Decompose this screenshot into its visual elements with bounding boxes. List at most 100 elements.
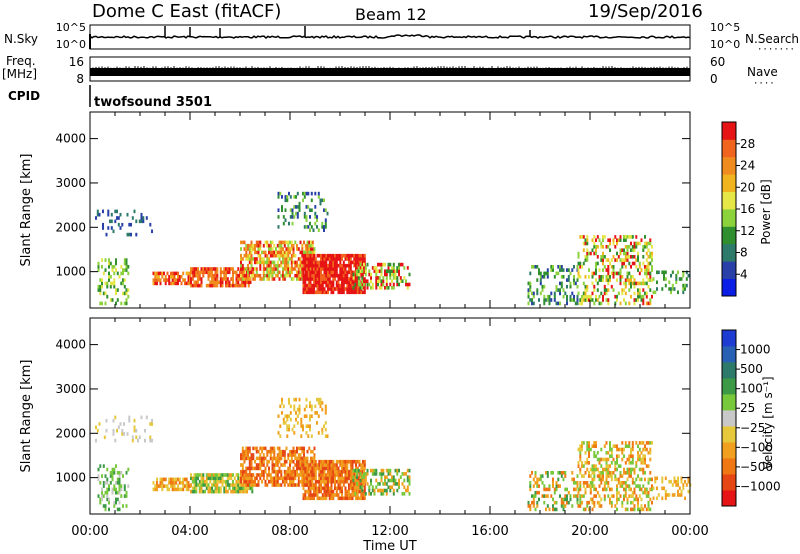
power-cell: [316, 263, 319, 268]
velocity-cell: [680, 479, 683, 484]
velocity-cell: [280, 483, 283, 487]
velocity-cell: [529, 504, 532, 508]
power-cell: [586, 288, 589, 292]
x-tick-label: 08:00: [271, 524, 308, 539]
power-cell: [193, 280, 196, 285]
power-cell: [255, 250, 258, 255]
velocity-cell: [631, 481, 634, 485]
velocity-cell: [292, 483, 295, 487]
power-cell: [633, 261, 636, 266]
velocity-cell: [271, 466, 274, 471]
power-cell: [269, 250, 272, 255]
power-cell: [401, 279, 404, 283]
power-cell: [645, 258, 648, 262]
velocity-cell: [252, 456, 255, 461]
power-cell: [538, 298, 540, 302]
power-cell: [101, 301, 103, 306]
power-cell: [595, 298, 597, 302]
power-cell: [342, 263, 345, 268]
velocity-cell: [638, 454, 641, 458]
velocity-cell: [119, 422, 122, 426]
power-cell: [349, 290, 352, 295]
power-cell: [616, 241, 618, 246]
power-cell: [651, 251, 653, 256]
velocity-cell: [577, 490, 580, 495]
velocity-cell: [226, 489, 229, 494]
velocity-cell: [581, 464, 583, 468]
velocity-cell: [123, 494, 126, 498]
power-cell: [589, 294, 592, 299]
velocity-cell: [593, 477, 596, 482]
velocity-cell: [396, 482, 399, 486]
power-cell: [344, 277, 347, 281]
velocity-cell: [283, 473, 286, 477]
velocity-cell: [316, 493, 319, 497]
power-cell: [307, 253, 310, 258]
velocity-cell: [375, 478, 378, 483]
velocity-cell: [116, 490, 119, 495]
power-cell: [602, 278, 604, 282]
power-cell: [527, 291, 530, 296]
power-cell: [281, 195, 283, 199]
velocity-cell: [560, 471, 563, 475]
power-cell: [327, 257, 329, 261]
velocity-cell: [328, 473, 331, 477]
velocity-cell: [382, 482, 385, 486]
power-cell: [114, 219, 117, 224]
power-cell: [273, 267, 276, 271]
velocity-cell: [349, 473, 352, 477]
power-cell: [642, 255, 645, 259]
power-colorbar-tick-label: 16: [740, 202, 755, 216]
velocity-cell: [380, 478, 383, 483]
velocity-cell: [628, 457, 631, 462]
velocity-cell: [649, 497, 652, 502]
velocity-cell: [297, 473, 300, 477]
power-cell: [392, 266, 395, 270]
velocity-cell: [276, 456, 279, 461]
power-cell: [341, 283, 343, 288]
velocity-cell: [647, 441, 650, 445]
power-cell: [294, 253, 297, 258]
power-cell: [638, 241, 641, 246]
velocity-cell: [102, 504, 105, 508]
velocity-cell: [635, 497, 638, 502]
power-cell: [209, 280, 212, 285]
velocity-cell: [164, 477, 167, 482]
velocity-colorbar-tick-label: 1000: [740, 343, 771, 357]
velocity-cell: [346, 473, 349, 477]
power-cell: [642, 278, 645, 282]
power-cell: [296, 247, 298, 251]
velocity-cell: [382, 492, 385, 496]
velocity-cell: [197, 473, 199, 477]
power-cell: [545, 271, 547, 276]
velocity-cell: [385, 475, 388, 479]
velocity-cell: [306, 456, 309, 461]
velocity-cell: [644, 490, 646, 495]
power-cell: [619, 235, 622, 239]
power-cell: [339, 290, 342, 295]
velocity-cell: [673, 476, 676, 481]
power-cell: [595, 265, 597, 269]
power-cell: [304, 287, 307, 291]
power-cell: [316, 253, 319, 258]
power-cell: [306, 240, 309, 245]
velocity-cell: [292, 466, 295, 471]
velocity-cell: [562, 504, 565, 508]
power-cell: [321, 263, 324, 268]
power-cell: [610, 271, 613, 276]
velocity-cell: [309, 493, 312, 497]
velocity-cell: [626, 471, 629, 475]
velocity-cell: [123, 422, 125, 426]
velocity-cell: [355, 459, 357, 464]
power-cell: [316, 260, 319, 265]
velocity-cell: [113, 484, 116, 488]
power-cell: [264, 267, 267, 271]
power-cell: [96, 212, 99, 217]
power-cell: [635, 245, 638, 249]
velocity-cell: [288, 414, 290, 418]
velocity-cell: [266, 473, 269, 477]
velocity-cell: [241, 466, 244, 471]
velocity-cell: [318, 489, 321, 494]
velocity-cell: [240, 479, 242, 484]
